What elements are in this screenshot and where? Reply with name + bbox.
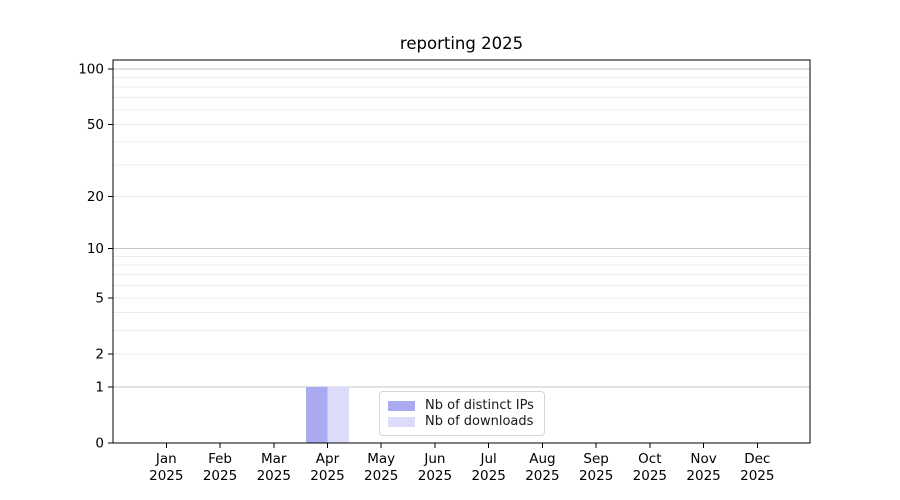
x-tick-label-month: Feb [208, 451, 232, 467]
bar-apr-series1 [327, 386, 349, 443]
y-tick-label: 50 [87, 117, 104, 133]
x-tick-label-year: 2025 [579, 468, 613, 484]
x-tick-label-month: Mar [261, 451, 287, 467]
x-tick-label-year: 2025 [525, 468, 559, 484]
y-tick-label: 0 [95, 436, 104, 452]
y-tick-label: 5 [95, 290, 104, 306]
x-tick-label-year: 2025 [310, 468, 344, 484]
x-tick-label-year: 2025 [418, 468, 452, 484]
x-tick-label-year: 2025 [471, 468, 505, 484]
x-tick-label-year: 2025 [257, 468, 291, 484]
x-tick-label-month: Apr [316, 451, 340, 467]
chart-title: reporting 2025 [399, 34, 524, 53]
legend-item-distinct-ips: Nb of distinct IPs [388, 398, 534, 413]
x-tick-label-month: Nov [690, 451, 716, 467]
x-tick-label-month: Dec [744, 451, 770, 467]
x-tick-label-year: 2025 [633, 468, 667, 484]
x-tick-label-month: Jun [423, 451, 445, 467]
bar-apr-series0 [305, 386, 328, 443]
x-tick-label-month: Aug [529, 451, 555, 467]
legend-item-downloads: Nb of downloads [388, 414, 534, 429]
y-tick-label: 1 [95, 379, 104, 395]
x-tick-label-month: Oct [638, 451, 661, 467]
x-tick-label-year: 2025 [149, 468, 183, 484]
x-tick-label-year: 2025 [364, 468, 398, 484]
y-tick-label: 20 [87, 189, 104, 205]
axes-box [112, 59, 811, 444]
x-tick-label-month: May [367, 451, 395, 467]
x-tick-label-month: Sep [583, 451, 608, 467]
legend-swatch-distinct-ips [388, 400, 415, 411]
y-tick-label: 10 [87, 241, 104, 257]
x-tick-label-month: Jan [155, 451, 177, 467]
x-tick-label-month: Jul [480, 451, 497, 467]
legend: Nb of distinct IPs Nb of downloads [379, 391, 545, 436]
x-tick-label-year: 2025 [740, 468, 774, 484]
y-tick-label: 2 [95, 346, 104, 362]
x-tick-label-year: 2025 [203, 468, 237, 484]
legend-label-distinct-ips: Nb of distinct IPs [425, 398, 534, 413]
y-tick-label: 100 [78, 62, 104, 78]
legend-label-downloads: Nb of downloads [425, 414, 534, 429]
legend-swatch-downloads [388, 416, 415, 427]
x-tick-label-year: 2025 [686, 468, 720, 484]
